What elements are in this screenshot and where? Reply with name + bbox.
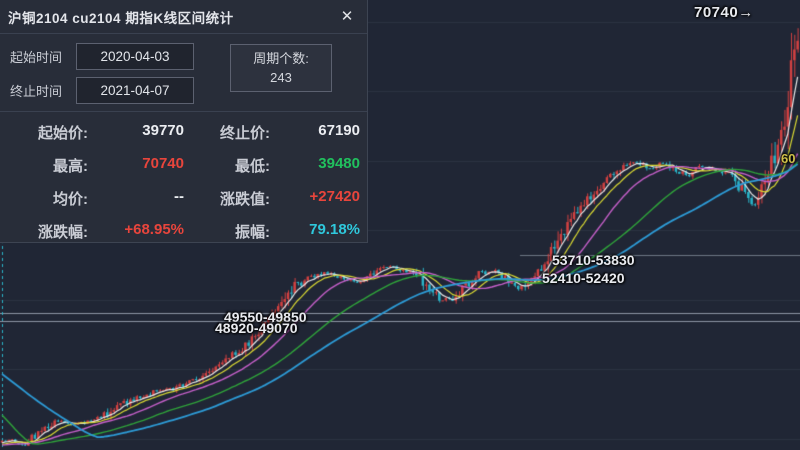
stat-value: 39770 [142, 122, 184, 139]
gap-level-label: 49550-49850 [224, 309, 307, 325]
gap-level-label: 52410-52420 [542, 270, 625, 286]
stat-value: 67190 [318, 122, 360, 139]
period-count-box: 周期个数: 243 [230, 44, 332, 92]
stat-label: 终止价: [220, 125, 270, 142]
stat-value: -- [174, 188, 184, 205]
stat-value: +68.95% [124, 221, 184, 238]
stat-value: 79.18% [309, 221, 360, 238]
period-count-value: 243 [270, 70, 292, 85]
stat-label: 最高: [53, 158, 88, 175]
stat-value: +27420 [309, 188, 360, 205]
stats-grid: 起始价: 39770 终止价: 67190 最高: 70740 最低: 3948… [0, 112, 367, 242]
stat-value: 39480 [318, 155, 360, 172]
end-time-label: 终止时间 [10, 84, 63, 99]
start-time-label: 起始时间 [10, 50, 63, 65]
stat-label: 涨跌幅: [38, 224, 88, 241]
gap-level-label: 48920-49070 [215, 320, 298, 336]
end-time-input[interactable]: 2021-04-07 [76, 77, 194, 104]
close-icon[interactable]: ✕ [340, 7, 354, 25]
period-count-label: 周期个数: [253, 51, 309, 66]
stat-label: 均价: [53, 191, 88, 208]
stat-label: 最低: [235, 158, 270, 175]
date-range-section: 起始时间 2020-04-03 终止时间 2021-04-07 周期个数: 24… [0, 34, 367, 112]
stat-label: 涨跌值: [220, 191, 270, 208]
dialog-title: 沪铜2104 cu2104 期指K线区间统计 [8, 10, 234, 26]
stat-label: 振幅: [235, 224, 270, 241]
start-time-input[interactable]: 2020-04-03 [76, 43, 194, 70]
stat-label: 起始价: [38, 125, 88, 142]
gap-level-label: 53710-53830 [552, 252, 635, 268]
dialog-titlebar[interactable]: 沪铜2104 cu2104 期指K线区间统计 ✕ [0, 0, 367, 34]
axis-partial-label: 60 [781, 151, 796, 166]
kline-range-stats-dialog: 沪铜2104 cu2104 期指K线区间统计 ✕ 起始时间 2020-04-03… [0, 0, 368, 243]
stat-value: 70740 [142, 155, 184, 172]
high-price-label: 70740→ [694, 4, 754, 21]
